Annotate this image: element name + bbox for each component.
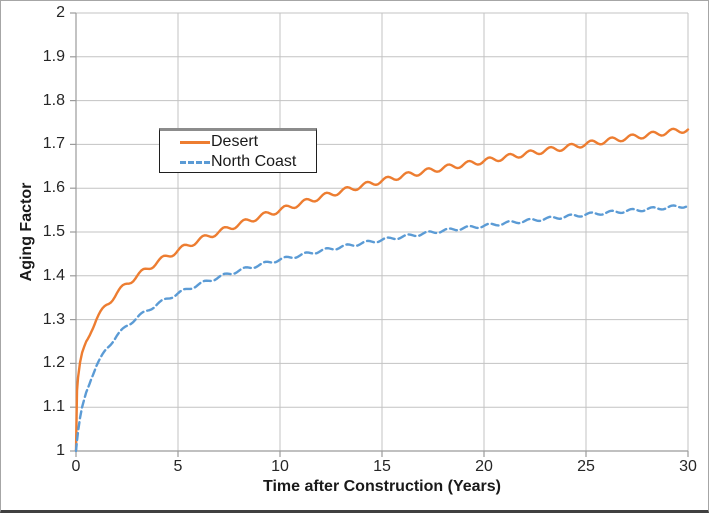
y-tick-label: 1.8 (42, 91, 65, 109)
desert-line-swatch-icon (180, 140, 210, 144)
legend-item-north-coast: North Coast (180, 152, 316, 172)
legend-label-desert: Desert (211, 133, 259, 150)
x-tick-label: 20 (475, 458, 493, 475)
y-tick-label: 1 (56, 442, 65, 459)
y-tick-label: 1.2 (42, 354, 65, 372)
y-tick-label: 1.7 (42, 135, 65, 153)
legend-label-north-coast: North Coast (211, 153, 297, 170)
legend: Desert North Coast (159, 128, 317, 173)
legend-item-desert: Desert (180, 132, 316, 152)
y-tick-label: 2 (56, 4, 65, 21)
y-tick-label: 1.9 (42, 47, 65, 65)
x-tick-label: 0 (71, 458, 81, 475)
x-tick-label: 5 (173, 458, 183, 475)
y-tick-label: 1.3 (42, 310, 65, 328)
x-tick-label: 25 (577, 458, 595, 475)
series-line-desert (74, 127, 690, 453)
y-tick-label: 1.5 (42, 223, 65, 240)
y-tick-label: 1.1 (42, 398, 65, 416)
x-tick-label: 30 (679, 458, 697, 475)
x-axis-title: Time after Construction (Years) (263, 478, 501, 495)
y-tick-label: 1.4 (42, 266, 65, 284)
y-tick-label: 1.6 (42, 179, 65, 197)
x-tick-label: 10 (271, 458, 289, 475)
x-tick-label: 15 (373, 458, 391, 475)
series-line-north-coast (74, 204, 690, 453)
north-coast-line-swatch-icon (180, 160, 210, 164)
y-axis-title: Aging Factor (18, 182, 35, 282)
